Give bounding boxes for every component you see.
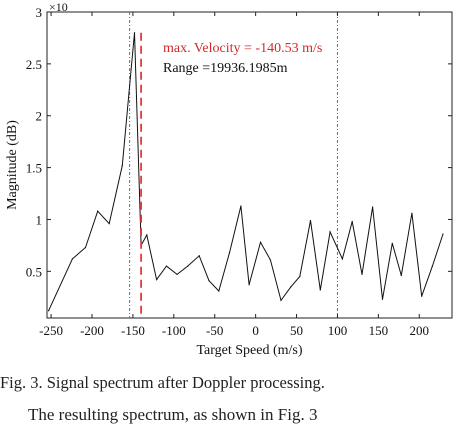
- x-tick-label: -100: [162, 323, 186, 338]
- data-point: [218, 290, 220, 292]
- data-point: [372, 206, 374, 208]
- y-tick-label: 2.5: [26, 57, 42, 72]
- data-point: [442, 233, 444, 235]
- data-point: [228, 252, 231, 254]
- x-tick-label: 150: [369, 323, 389, 338]
- data-point: [421, 295, 423, 297]
- data-point: [341, 258, 343, 260]
- data-point: [198, 255, 200, 257]
- data-point: [309, 219, 312, 222]
- y-exponent-label: ×10: [49, 0, 68, 14]
- data-point: [248, 284, 250, 286]
- data-point: [165, 265, 168, 267]
- data-point: [269, 259, 271, 261]
- data-point: [121, 164, 123, 167]
- x-axis-label: Target Speed (m/s): [196, 343, 302, 358]
- data-point: [329, 231, 331, 233]
- x-tick-label: -50: [206, 323, 223, 338]
- data-point: [290, 286, 292, 288]
- figure-caption: Fig. 3. Signal spectrum after Doppler pr…: [0, 373, 325, 392]
- data-point: [240, 205, 242, 207]
- data-point: [411, 212, 413, 214]
- data-point: [156, 279, 158, 281]
- y-axis-label: Magnitude (dB): [5, 120, 20, 210]
- max-velocity-annotation: max. Velocity = -140.53 m/s: [163, 41, 322, 56]
- spectrum-chart: -250 -200 -150 -100 -50 0 50 100 150 200 0.5 1 1.5 2 2…: [5, 0, 453, 358]
- data-point: [259, 241, 262, 243]
- data-point: [84, 246, 87, 249]
- data-point: [187, 265, 189, 267]
- plot-frame: [46, 11, 453, 319]
- data-point: [176, 273, 178, 276]
- x-tick-label: -200: [80, 323, 104, 338]
- data-point: [146, 234, 148, 236]
- y-tick-label: 3: [36, 5, 43, 20]
- y-tick-label: 1: [36, 212, 43, 227]
- x-tick-label: 200: [410, 323, 430, 338]
- spectrum-line: [48, 32, 444, 311]
- data-point: [280, 299, 282, 301]
- x-tick-label: -250: [39, 323, 63, 338]
- chart-marks: [48, 32, 444, 318]
- data-point: [381, 298, 384, 300]
- data-point: [361, 273, 363, 276]
- data-point: [208, 280, 210, 282]
- data-point: [431, 265, 433, 267]
- data-point: [351, 220, 353, 223]
- data-point: [48, 310, 50, 312]
- x-tick-label: -150: [121, 323, 145, 338]
- plot-area: -250 -200 -150 -100 -50 0 50 100 150 200 0.5 1 1.5 2 2…: [26, 5, 453, 338]
- y-tick-label: 0.5: [26, 264, 42, 279]
- data-point: [299, 275, 301, 278]
- y-tick-label: 2: [36, 109, 43, 124]
- x-tick-label: 0: [252, 323, 259, 338]
- data-point: [97, 210, 99, 212]
- data-point: [319, 289, 321, 291]
- data-point: [391, 242, 393, 244]
- data-point: [400, 274, 402, 277]
- data-point: [108, 223, 110, 225]
- y-tick-label: 1.5: [26, 161, 42, 176]
- range-annotation: Range =19936.1985m: [163, 61, 288, 76]
- x-tick-label: 100: [328, 323, 348, 338]
- data-point: [133, 32, 136, 34]
- x-tick-label: 50: [290, 323, 303, 338]
- body-text-fragment: The resulting spectrum, as shown in Fig.…: [28, 405, 318, 424]
- data-point: [71, 258, 73, 260]
